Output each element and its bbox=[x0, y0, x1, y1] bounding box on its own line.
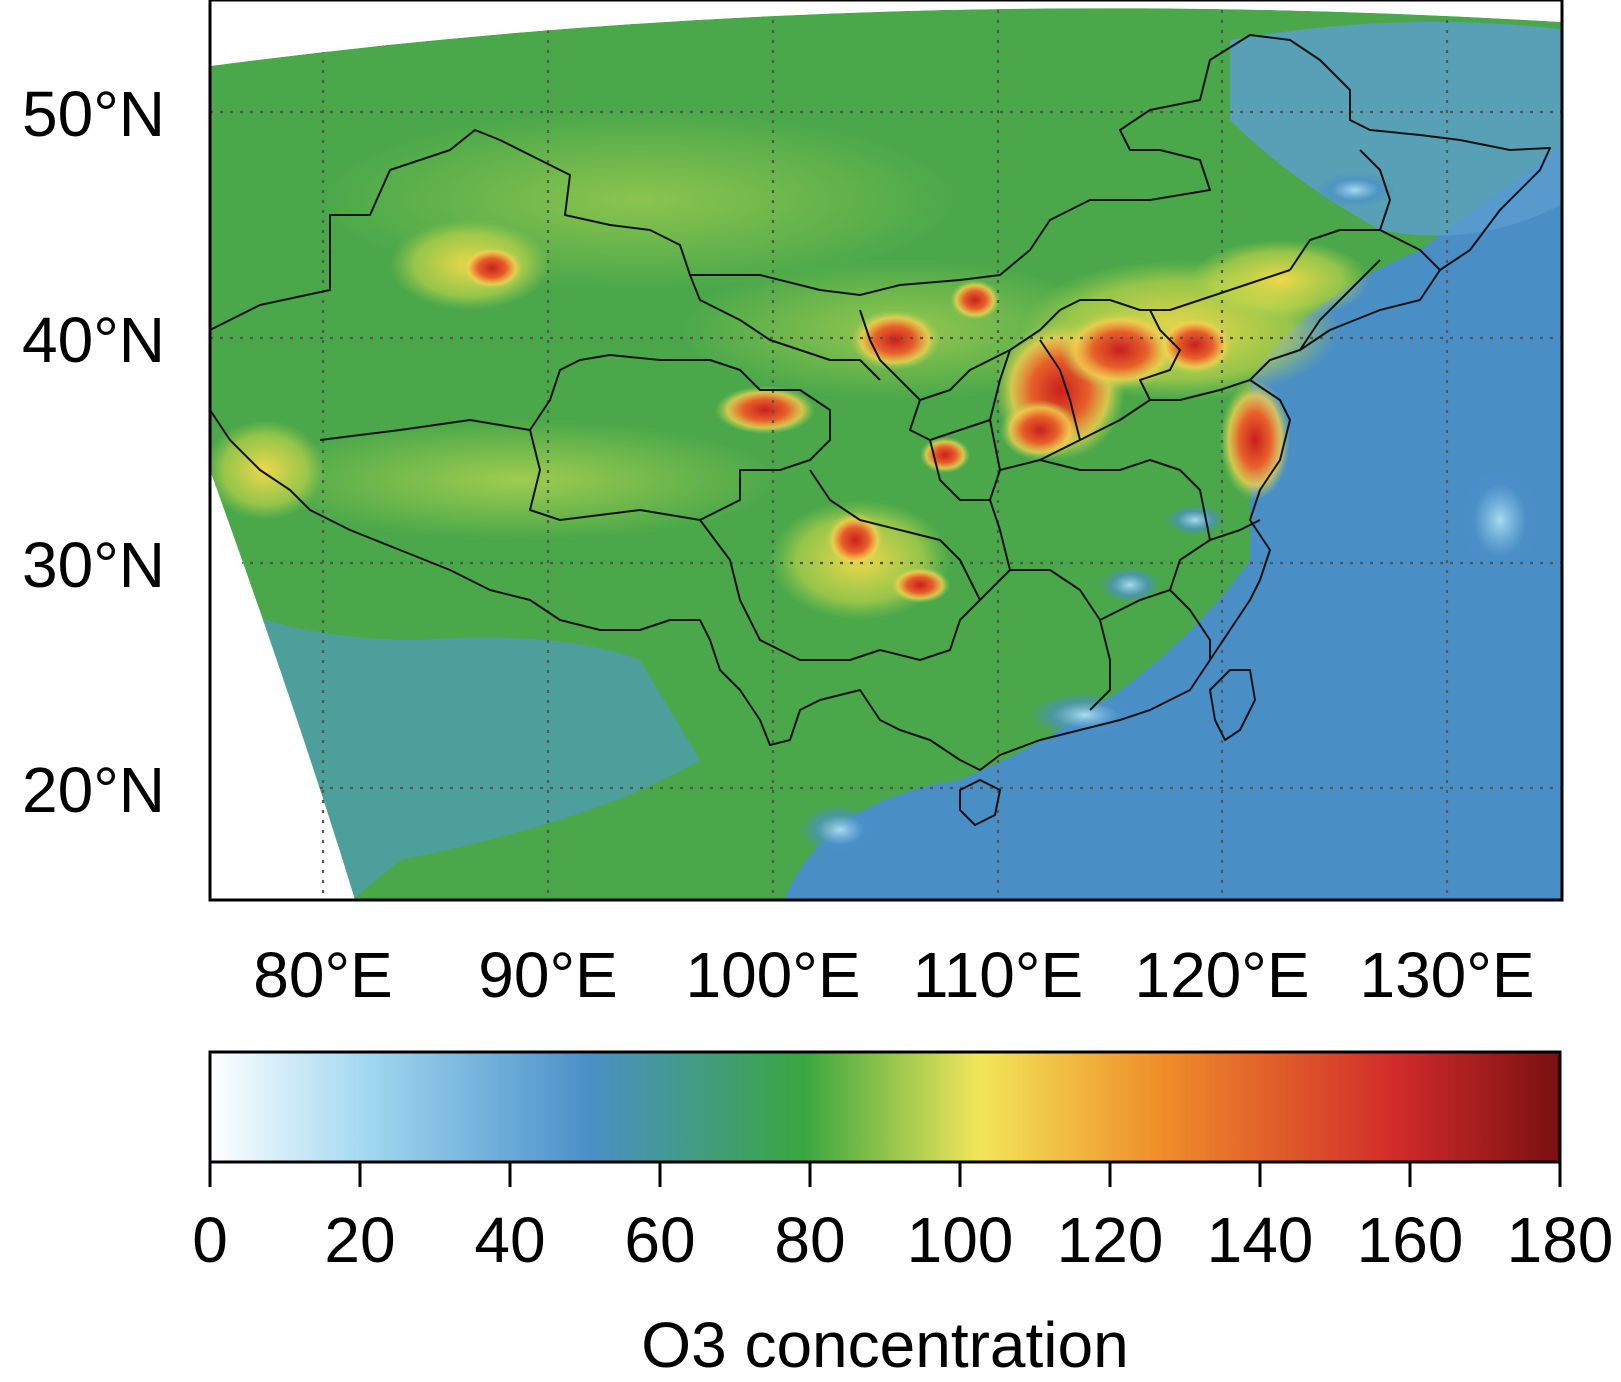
colorbar-tick-label: 180 bbox=[1507, 1204, 1614, 1276]
borders bbox=[209, 34, 1551, 826]
colorbar-tick-label: 0 bbox=[192, 1204, 228, 1276]
colorbar-tick-label: 60 bbox=[624, 1204, 695, 1276]
colorbar: 0 20 40 60 80 100 120 140 160 180 O3 concentratio… bbox=[192, 1050, 1613, 1381]
longitude-labels: 80°E 90°E 100°E 110°E 120°E 130°E bbox=[253, 939, 1534, 1011]
concentration-field bbox=[210, 8, 1562, 900]
lon-label-120e: 120°E bbox=[1134, 939, 1309, 1011]
lat-label-30n: 30°N bbox=[22, 529, 165, 601]
colorbar-tick-label: 80 bbox=[774, 1204, 845, 1276]
colorbar-tick-label: 40 bbox=[474, 1204, 545, 1276]
map-panel: 50°N 40°N 30°N 20°N 80°E 90°E 100°E 110°… bbox=[22, 0, 1564, 1011]
colorbar-label: O3 concentration bbox=[641, 1309, 1128, 1381]
lat-label-40n: 40°N bbox=[22, 304, 165, 376]
colorbar-tick-label: 20 bbox=[324, 1204, 395, 1276]
lon-label-90e: 90°E bbox=[478, 939, 617, 1011]
colorbar-tick-label: 160 bbox=[1357, 1204, 1464, 1276]
lon-label-110e: 110°E bbox=[913, 939, 1083, 1011]
lat-label-20n: 20°N bbox=[22, 754, 165, 826]
colorbar-gradient bbox=[208, 1050, 1562, 1164]
gridlines bbox=[210, 0, 1562, 900]
lon-label-100e: 100°E bbox=[685, 939, 860, 1011]
colorbar-tick-label: 100 bbox=[907, 1204, 1014, 1276]
lon-label-80e: 80°E bbox=[253, 939, 392, 1011]
latitude-labels: 50°N 40°N 30°N 20°N bbox=[22, 78, 165, 826]
lat-label-50n: 50°N bbox=[22, 78, 165, 150]
map-frame bbox=[208, 0, 1564, 902]
colorbar-tick-label: 140 bbox=[1207, 1204, 1314, 1276]
lon-label-130e: 130°E bbox=[1359, 939, 1534, 1011]
colorbar-ticks: 0 20 40 60 80 100 120 140 160 180 bbox=[192, 1162, 1613, 1276]
colorbar-tick-label: 120 bbox=[1057, 1204, 1164, 1276]
